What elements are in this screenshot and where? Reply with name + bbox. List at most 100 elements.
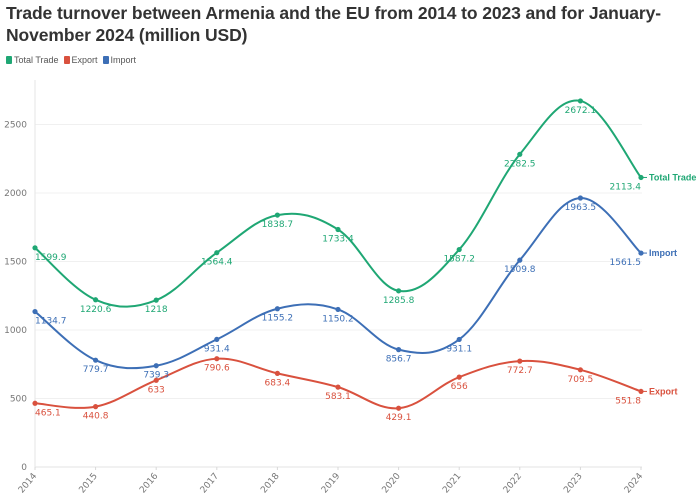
data-label-export: 583.1	[325, 392, 351, 402]
y-tick-label: 2000	[4, 189, 27, 199]
data-label-total-trade: 1220.6	[80, 305, 112, 315]
x-tick-label: 2014	[17, 471, 40, 495]
legend-label: Export	[71, 55, 98, 65]
data-point-import[interactable]	[456, 336, 462, 343]
data-point-total-trade[interactable]	[638, 174, 644, 181]
data-point-total-trade[interactable]	[456, 246, 462, 253]
y-tick-label: 500	[10, 395, 27, 405]
y-tick-label: 2500	[4, 121, 27, 131]
y-tick-label: 1500	[4, 258, 27, 268]
data-label-total-trade: 2282.5	[504, 159, 536, 169]
legend: Total Trade Export Import	[6, 55, 141, 65]
data-label-export: 772.7	[507, 366, 533, 376]
data-label-total-trade: 1838.7	[262, 220, 294, 230]
x-tick-label: 2023	[562, 472, 584, 496]
data-labels: 1599.9 1220.6 1218 1564.4 1838.7 1733.4 1285.8…	[35, 106, 696, 423]
data-point-total-trade[interactable]	[396, 288, 402, 294]
x-tick-label: 2019	[320, 471, 343, 495]
data-label-import: 1561.5	[610, 258, 642, 268]
legend-item-import[interactable]: Import	[102, 55, 137, 65]
data-point-export[interactable]	[93, 404, 99, 410]
x-tick-label: 2021	[441, 472, 463, 496]
legend-item-export[interactable]: Export	[63, 55, 98, 65]
data-label-export: 551.8	[615, 396, 641, 406]
data-point-total-trade[interactable]	[517, 151, 523, 157]
data-point-total-trade[interactable]	[335, 226, 341, 233]
data-point-total-trade[interactable]	[214, 250, 220, 256]
data-point-import[interactable]	[517, 257, 523, 263]
data-label-export: 683.4	[265, 378, 291, 388]
x-tick-label: 2016	[138, 471, 161, 495]
data-point-total-trade[interactable]	[32, 245, 38, 251]
legend-label: Total Trade	[14, 55, 59, 65]
data-point-import[interactable]	[577, 195, 584, 201]
series-end-label-total-trade: Total Trade	[649, 172, 696, 182]
data-point-export[interactable]	[517, 358, 523, 364]
axes: 0 500 1000 1500 2000 2500 2014 2015 2016 2017 2018…	[4, 80, 645, 495]
data-point-export[interactable]	[32, 400, 38, 406]
data-label-export: 429.1	[386, 413, 412, 423]
data-label-total-trade: 1285.8	[383, 296, 415, 306]
data-point-total-trade[interactable]	[93, 297, 99, 303]
data-point-export[interactable]	[335, 384, 341, 390]
x-tick-label: 2018	[259, 471, 282, 495]
data-point-export[interactable]	[456, 374, 462, 380]
data-point-total-trade[interactable]	[153, 297, 159, 303]
data-point-import[interactable]	[214, 336, 220, 342]
data-label-export: 633	[148, 385, 165, 395]
x-tick-label: 2020	[381, 471, 404, 495]
series-end-label-import: Import	[649, 248, 677, 258]
chart-title: Trade turnover between Armenia and the E…	[6, 3, 661, 45]
data-label-import: 739.3	[143, 371, 169, 381]
data-point-export[interactable]	[214, 356, 220, 362]
data-point-import[interactable]	[335, 306, 341, 313]
data-point-import[interactable]	[153, 363, 159, 369]
data-point-import[interactable]	[93, 357, 99, 363]
data-label-import: 1963.5	[565, 203, 597, 213]
data-label-export: 440.8	[83, 412, 109, 422]
grid	[35, 124, 642, 468]
data-point-export[interactable]	[577, 367, 584, 373]
data-point-export[interactable]	[274, 370, 280, 376]
data-point-import[interactable]	[638, 250, 644, 256]
data-point-export[interactable]	[396, 405, 402, 411]
data-label-import: 931.4	[204, 344, 230, 354]
data-label-total-trade: 1218	[145, 305, 168, 315]
x-tick-label: 2015	[78, 472, 100, 496]
data-label-total-trade: 1599.9	[35, 253, 67, 263]
data-label-import: 1150.2	[322, 314, 354, 324]
data-points	[32, 98, 644, 411]
y-tick-label: 0	[21, 463, 27, 473]
legend-label: Import	[110, 55, 137, 65]
data-label-total-trade: 2113.4	[610, 182, 642, 192]
x-tick-label: 2022	[502, 472, 524, 496]
x-tick-label: 2017	[199, 472, 221, 496]
data-label-import: 931.1	[446, 344, 472, 354]
y-tick-label: 1000	[4, 326, 27, 336]
data-label-import: 779.7	[83, 365, 109, 375]
data-point-export[interactable]	[638, 388, 644, 395]
series-line-import	[34, 196, 642, 370]
series-lines	[34, 99, 642, 410]
legend-swatch	[6, 56, 12, 64]
data-point-total-trade[interactable]	[274, 212, 280, 218]
x-tick-label: 2024	[623, 471, 646, 495]
data-label-export: 709.5	[568, 375, 594, 385]
series-end-label-export: Export	[649, 386, 678, 396]
data-label-import: 1155.2	[262, 314, 294, 324]
legend-swatch	[63, 56, 70, 64]
data-point-total-trade[interactable]	[577, 98, 584, 104]
data-point-import[interactable]	[32, 308, 38, 315]
data-point-import[interactable]	[274, 306, 280, 312]
legend-swatch	[102, 56, 109, 64]
legend-item-total-trade[interactable]: Total Trade	[6, 55, 59, 65]
series-line-total-trade	[34, 99, 642, 308]
data-label-export: 465.1	[35, 408, 61, 418]
data-label-total-trade: 1587.2	[443, 255, 475, 265]
data-point-export[interactable]	[153, 377, 159, 383]
data-label-import: 856.7	[386, 355, 412, 365]
data-label-export: 656	[451, 382, 468, 392]
data-point-import[interactable]	[396, 347, 402, 353]
data-label-export: 790.6	[204, 364, 230, 374]
